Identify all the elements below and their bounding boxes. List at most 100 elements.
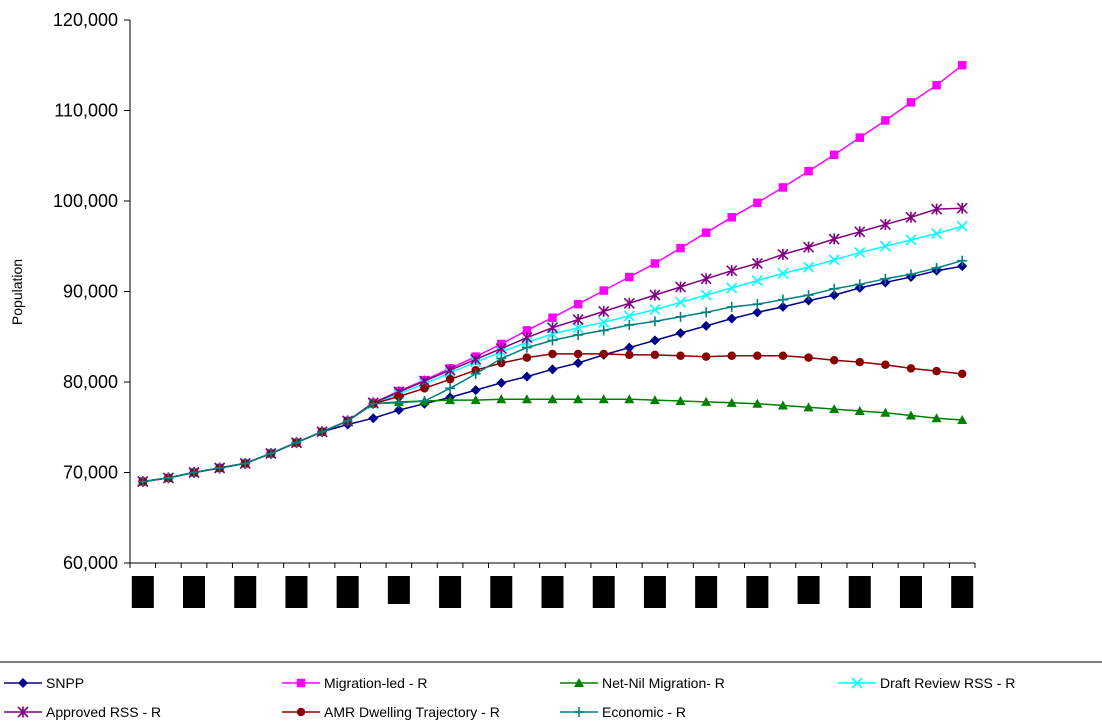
data-point [675,328,686,339]
data-point [879,218,891,231]
x-tick-label-redacted [797,576,820,604]
data-point [726,282,738,294]
y-tick-label: 110,000 [54,101,118,121]
legend-item: AMR Dwelling Trajectory - R [282,704,500,720]
legend-label: Economic - R [602,704,686,720]
legend-item: SNPP [4,675,84,691]
data-point [855,133,865,142]
data-point [777,294,788,305]
legend-item: Draft Review RSS - R [838,675,1015,691]
data-point [727,351,736,361]
data-point [189,467,200,478]
data-point [701,396,712,406]
y-tick-label: 120,000 [53,10,118,30]
data-point [445,375,455,384]
data-point [470,395,481,405]
data-point [393,405,404,416]
data-point [701,307,712,318]
data-point [548,349,557,359]
data-point [751,257,763,270]
x-tick-label-redacted [592,576,615,608]
legend-marker [17,706,29,718]
data-point [649,304,661,316]
legend-marker [574,678,584,687]
data-point [957,369,967,379]
data-point [674,296,687,308]
data-point [803,295,814,306]
data-point [932,80,941,90]
data-point [625,350,634,360]
data-point [470,353,482,365]
data-point [931,413,942,423]
data-point [521,371,532,382]
legend-label: SNPP [46,675,84,691]
data-point [778,351,788,361]
data-point [368,398,379,409]
data-point [572,313,584,326]
data-point [419,396,430,407]
data-point [854,226,866,238]
data-point [931,203,943,215]
data-point [752,398,763,408]
x-tick-label-redacted [183,576,206,608]
data-point [650,350,660,360]
data-point [649,395,660,405]
data-point [649,316,660,327]
series-economic-r [137,255,968,487]
legend-item: Approved RSS - R [4,704,161,720]
data-point [906,364,916,373]
data-point [368,413,379,424]
data-point [751,275,763,287]
legend-marker [296,678,306,688]
data-point [624,319,635,330]
data-point [701,320,712,331]
data-point [572,322,584,334]
data-point [674,281,687,293]
data-point [855,357,865,367]
data-point [905,269,916,280]
y-tick-label: 100,000 [53,191,118,211]
x-tick-label-redacted [541,576,564,608]
data-point [445,383,456,394]
data-point [342,415,353,426]
data-point [496,394,507,404]
y-tick-label: 90,000 [63,282,118,302]
data-point [623,297,635,309]
x-tick-label-redacted [746,576,769,608]
legend-item: Economic - R [560,704,686,720]
data-point [240,458,251,469]
data-point [854,405,865,415]
legend-label: Approved RSS - R [46,704,161,720]
x-tick-label-redacted [234,576,257,608]
legend-label: Net-Nil Migration- R [602,675,725,691]
legend-marker [574,707,584,717]
data-point [573,394,584,404]
data-point [701,352,711,361]
data-point [726,397,737,407]
legend-item: Net-Nil Migration- R [560,675,725,691]
data-point [803,290,814,301]
data-point [649,289,661,301]
data-point [470,368,481,379]
data-point [598,305,610,317]
data-point [854,279,865,290]
legend-marker [296,707,306,717]
data-point [623,310,635,322]
data-point [547,364,558,375]
data-point [957,261,968,272]
data-point [753,198,762,208]
data-point [905,211,917,223]
data-point [137,476,148,487]
data-point [777,400,788,410]
data-point [573,329,584,340]
data-point [495,342,507,355]
x-tick-label-redacted [131,576,154,608]
data-point [676,243,685,253]
data-point [879,240,891,252]
data-point [444,364,456,376]
data-point [573,349,583,359]
x-tick-label-redacted [899,576,922,608]
data-point [726,265,738,277]
data-point [470,385,481,396]
